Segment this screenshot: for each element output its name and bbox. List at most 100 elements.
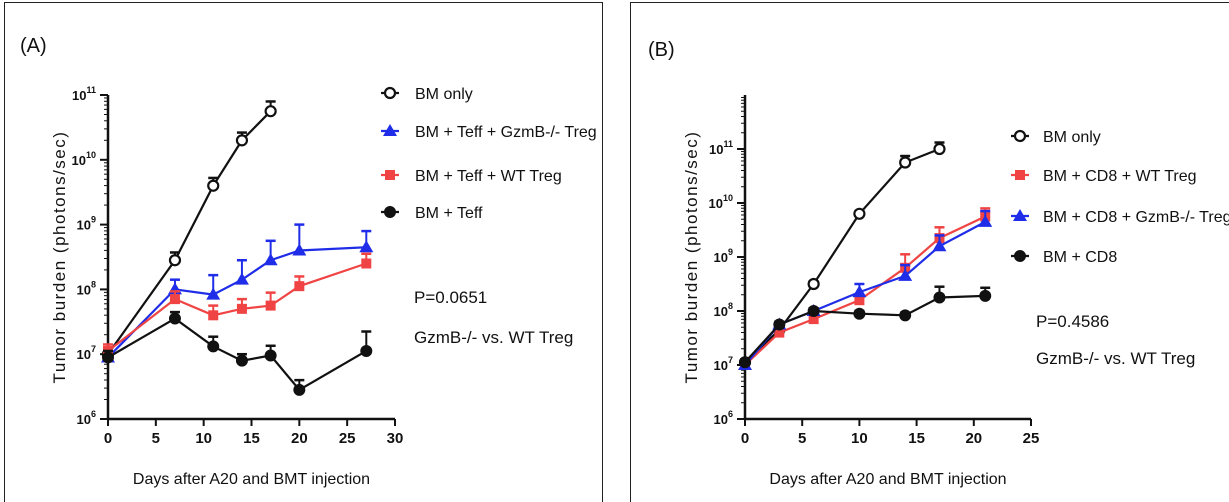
legend-label: BM + CD8 + GzmB-/- Treg <box>1043 209 1229 226</box>
data-point <box>234 272 249 285</box>
legend-label: BM + Teff <box>415 205 483 222</box>
y-tick-label: 108 <box>77 279 96 297</box>
y-axis-label: Tumor burden (photons/sec) <box>682 131 701 384</box>
data-point <box>852 285 867 298</box>
data-point <box>263 253 278 266</box>
data-point <box>293 383 306 396</box>
x-tick-label: 30 <box>387 430 404 447</box>
data-point <box>235 354 248 367</box>
legend-marker <box>383 86 397 100</box>
data-point <box>853 207 866 220</box>
x-axis-label: Days after A20 and BMT injection <box>133 471 370 488</box>
x-tick-label: 20 <box>965 430 982 447</box>
legend-marker <box>385 170 395 180</box>
x-tick-label: 0 <box>741 430 749 447</box>
data-point <box>898 268 913 281</box>
data-point <box>773 318 786 331</box>
y-tick-label: 109 <box>714 247 733 265</box>
data-point <box>168 254 182 267</box>
legend-marker <box>1013 129 1027 143</box>
legend-marker <box>1014 250 1026 262</box>
series-line <box>744 220 986 366</box>
y-tick-label: 1011 <box>709 139 733 157</box>
data-point <box>207 179 220 192</box>
legend-marker <box>384 206 396 218</box>
x-tick-label: 15 <box>243 430 260 447</box>
y-axis-label: Tumor burden (photons/sec) <box>50 131 69 384</box>
y-tick-label: 106 <box>77 409 96 427</box>
data-point <box>102 351 114 364</box>
data-point <box>294 281 305 292</box>
series-bm-teff-wt-treg <box>103 252 372 356</box>
x-tick-label: 25 <box>1023 430 1040 447</box>
x-tick-label: 0 <box>104 430 112 447</box>
data-point <box>899 156 912 169</box>
stat-note-b: GzmB-/- vs. WT Treg <box>1036 349 1195 368</box>
data-point <box>807 305 820 317</box>
data-point <box>361 258 372 269</box>
data-point <box>808 314 819 325</box>
legend-label: BM + CD8 <box>1043 249 1117 266</box>
stat-note-a: GzmB-/- vs. WT Treg <box>414 328 573 347</box>
data-point <box>739 356 751 369</box>
data-point <box>807 277 820 291</box>
y-tick-label: 108 <box>714 301 733 319</box>
y-tick-label: 1010 <box>709 193 733 211</box>
series-bm-cd8 <box>739 285 992 369</box>
data-point <box>265 300 276 311</box>
legend-marker <box>1013 209 1027 221</box>
chart-a: 0 5 10 15 20 25 30 106 107 108 109 1010 1011 Days aft… <box>50 85 597 488</box>
x-axis-label: Days after A20 and BMT injection <box>769 471 1006 488</box>
legend-marker <box>383 124 397 136</box>
x-tick-label: 10 <box>851 430 868 447</box>
data-point <box>235 134 249 147</box>
data-point <box>207 340 220 353</box>
x-tick-label: 5 <box>798 430 806 447</box>
data-point <box>206 287 221 300</box>
y-tick-label: 109 <box>77 215 96 233</box>
y-tick-label: 107 <box>77 344 96 362</box>
x-tick-label: 20 <box>291 430 308 447</box>
panel-label-a: (A) <box>20 35 47 57</box>
data-point <box>979 289 992 302</box>
series-bm-teff-gzmb-treg <box>101 223 374 363</box>
chart-b: 0 5 10 15 20 25 106 107 108 109 1010 1011 Days after… <box>682 95 1229 488</box>
data-point <box>169 294 180 305</box>
data-point <box>168 312 181 325</box>
series-line <box>107 246 367 359</box>
y-tick-label: 1010 <box>72 150 96 168</box>
data-point <box>208 310 219 321</box>
series-bm-teff <box>102 310 373 396</box>
data-point <box>236 303 247 314</box>
legend-label: BM + Teff + GzmB-/- Treg <box>415 124 597 141</box>
x-tick-label: 5 <box>152 430 160 447</box>
data-point <box>264 349 277 362</box>
y-tick-label: 106 <box>714 409 733 427</box>
panel-label-b: (B) <box>648 39 675 61</box>
series-bm-only <box>101 100 277 361</box>
x-tick-label: 15 <box>908 430 925 447</box>
legend-marker <box>1015 170 1025 180</box>
stat-pvalue-a: P=0.0651 <box>414 288 487 307</box>
y-tick-label: 107 <box>714 355 733 373</box>
data-point <box>978 214 993 227</box>
data-point <box>292 243 307 256</box>
data-point <box>854 295 865 306</box>
y-tick-label: 1011 <box>72 85 96 103</box>
data-point <box>899 309 912 322</box>
data-point <box>359 240 374 253</box>
data-point <box>932 239 947 252</box>
legend-label: BM + Teff + WT Treg <box>415 168 562 185</box>
legend-label: BM only <box>1043 129 1101 146</box>
stat-pvalue-b: P=0.4586 <box>1036 312 1109 331</box>
data-point <box>360 344 373 357</box>
series-line <box>107 110 272 355</box>
data-point <box>264 105 277 118</box>
data-point <box>853 307 866 320</box>
series-bm-cd8-gzmb-treg <box>738 209 993 370</box>
data-point <box>933 142 946 156</box>
data-point <box>933 291 946 304</box>
series-line <box>744 147 940 364</box>
legend-label: BM + CD8 + WT Treg <box>1043 168 1197 185</box>
